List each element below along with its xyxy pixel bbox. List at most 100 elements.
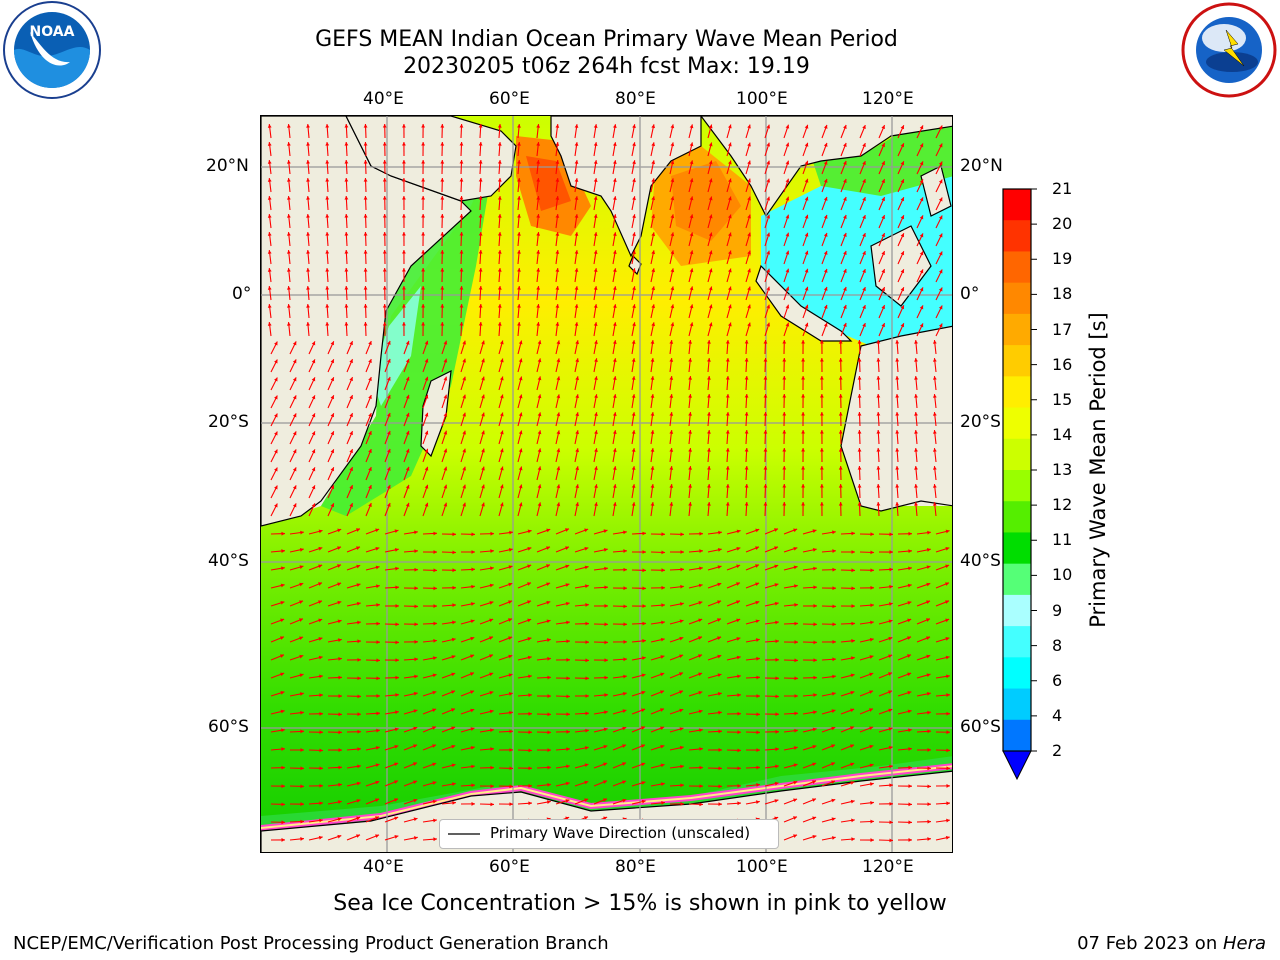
wave-arrow-head	[813, 604, 817, 608]
wave-arrow-head	[804, 232, 809, 237]
wave-arrow-head	[914, 394, 918, 398]
wave-arrow-head	[286, 322, 291, 326]
wave-arrow-head	[593, 286, 598, 290]
wave-arrow-head	[793, 584, 798, 589]
wave-arrow-head	[774, 601, 779, 606]
wave-arrow-head	[914, 430, 918, 434]
wave-arrow-head	[357, 639, 361, 644]
wave-arrow-head	[932, 376, 937, 380]
wave-arrow-head	[870, 585, 874, 590]
wave-arrow-head	[793, 763, 798, 768]
wave-arrow-head	[566, 729, 570, 734]
colorbar-tick-label: 21	[1052, 179, 1073, 198]
wave-arrow-head	[823, 250, 828, 255]
wave-arrow-head	[470, 745, 475, 750]
colorbar-tick-label: 12	[1052, 495, 1073, 515]
wave-arrow-head	[604, 604, 608, 608]
wave-arrow-head	[376, 658, 380, 663]
wave-arrow-head	[330, 341, 335, 346]
wave-arrow-head	[766, 160, 771, 165]
wave-arrow-head	[850, 656, 855, 661]
wave-arrow-head	[405, 466, 410, 471]
wave-arrow-head	[919, 233, 924, 238]
wave-arrow-head	[650, 448, 655, 452]
lon-tick-top-120e: 120°E	[862, 89, 914, 109]
wave-arrow-head	[804, 214, 809, 219]
wave-arrow-head	[728, 322, 732, 327]
wave-arrow-head	[945, 564, 950, 569]
wave-arrow-head	[299, 547, 304, 552]
wave-arrow-head	[489, 583, 494, 588]
wave-arrow-head	[281, 784, 285, 789]
wave-arrow-head	[375, 834, 380, 838]
wave-arrow-head	[402, 178, 406, 182]
wave-arrow-head	[517, 268, 521, 272]
wave-arrow-head	[394, 798, 399, 802]
wave-arrow-head	[387, 466, 391, 471]
lon-tick-bottom-120e: 120°E	[862, 857, 914, 877]
wave-arrow-head	[804, 196, 809, 201]
wave-arrow-head	[517, 142, 521, 146]
wave-arrow-head	[451, 744, 456, 749]
wave-arrow-head	[337, 800, 342, 804]
wave-arrow-head	[286, 160, 291, 164]
wave-arrow-head	[459, 322, 464, 326]
wave-arrow-head	[927, 802, 931, 807]
wave-arrow-head	[574, 250, 579, 254]
wave-arrow-head	[785, 232, 790, 237]
colorbar-cells	[1003, 189, 1031, 752]
wave-arrow-head	[869, 672, 874, 677]
wave-arrow-head	[443, 484, 448, 489]
wave-arrow-head	[946, 801, 950, 806]
wave-arrow-head	[363, 196, 368, 200]
wave-arrow-head	[421, 304, 426, 308]
wave-arrow-head	[888, 636, 893, 641]
wave-arrow-head	[804, 250, 809, 255]
wave-arrow-head	[292, 341, 297, 346]
wave-arrow-head	[424, 340, 429, 345]
wave-arrow-head	[708, 142, 713, 147]
wave-arrow-head	[876, 466, 881, 470]
wave-arrow-head	[489, 691, 494, 695]
wave-arrow-head	[660, 655, 665, 659]
wave-arrow-head	[451, 672, 456, 677]
wave-arrow-head	[325, 160, 330, 164]
wave-arrow-head	[908, 549, 912, 554]
wave-arrow-head	[300, 729, 304, 734]
wave-arrow-head	[819, 466, 824, 470]
wave-arrow-head	[432, 762, 437, 767]
wave-arrow-head	[375, 565, 380, 570]
wave-arrow-head	[395, 693, 399, 697]
wave-arrow-head	[382, 232, 387, 236]
lat-tick-right-60s: 60°S	[960, 717, 1001, 737]
wave-arrow-head	[451, 637, 456, 642]
wave-arrow-head	[497, 160, 502, 164]
wave-arrow-head	[330, 377, 335, 382]
wave-arrow-head	[744, 448, 749, 452]
colorbar-tick-label: 20	[1052, 214, 1073, 234]
wave-arrow-head	[725, 394, 730, 398]
wave-arrow-head	[889, 820, 893, 825]
wave-arrow-head	[766, 268, 771, 273]
wave-arrow-head	[537, 484, 542, 489]
wave-arrow-head	[725, 484, 730, 488]
wave-arrow-head	[413, 726, 418, 731]
wave-arrow-head	[642, 568, 646, 573]
wave-arrow-head	[670, 286, 675, 291]
wave-arrow-head	[623, 604, 627, 609]
wave-arrow-head	[556, 466, 561, 471]
wave-arrow-head	[462, 466, 466, 471]
wave-arrow-head	[376, 603, 380, 607]
wave-arrow-head	[680, 783, 684, 788]
wave-arrow-head	[357, 694, 361, 699]
wave-arrow-head	[337, 619, 342, 624]
wave-arrow-head	[267, 124, 272, 128]
wave-arrow-head	[699, 765, 703, 770]
wave-arrow-head	[451, 726, 456, 731]
wave-arrow-head	[281, 549, 285, 553]
wave-arrow-head	[612, 502, 617, 506]
wave-arrow-head	[499, 430, 504, 435]
wave-arrow-head	[907, 583, 912, 588]
wave-arrow-head	[594, 412, 598, 417]
wave-arrow-head	[555, 286, 560, 290]
